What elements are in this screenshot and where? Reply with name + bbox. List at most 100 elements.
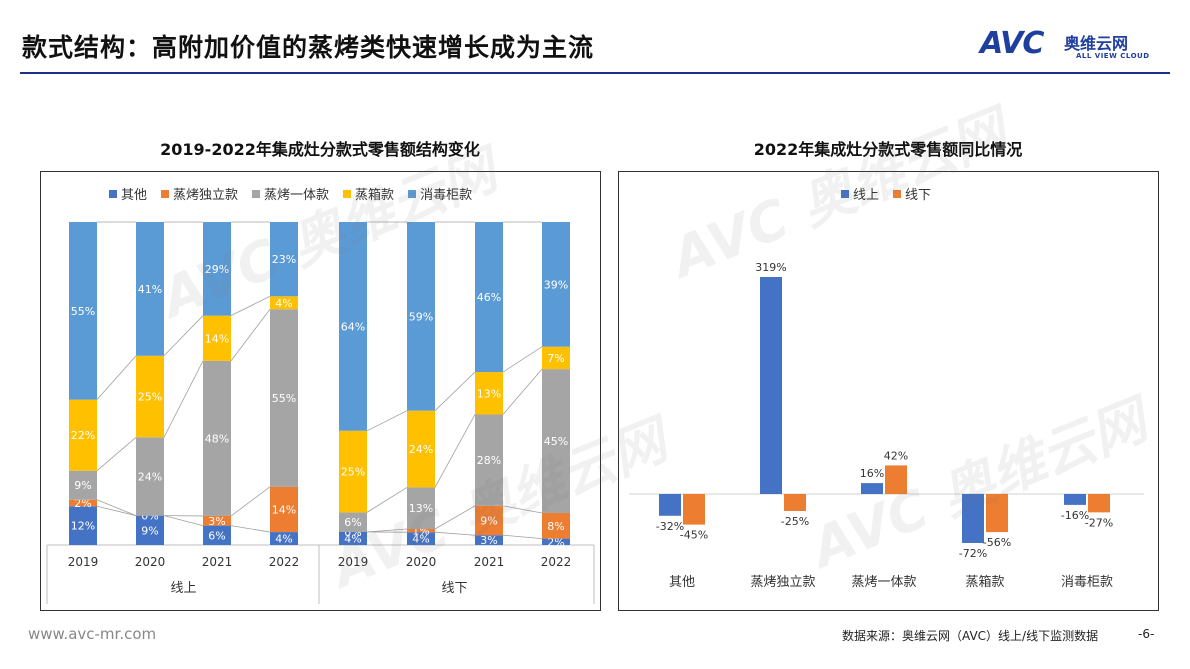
left-legend-item: 蒸箱款 — [343, 184, 394, 203]
stack-segment — [136, 515, 164, 545]
bar — [1064, 494, 1086, 505]
data-label: 46% — [477, 291, 501, 304]
x-tick-label: 蒸箱款 — [965, 574, 1004, 590]
data-label: -72% — [959, 547, 987, 560]
legend-swatch — [408, 189, 417, 198]
left-chart-panel: 其他 蒸烤独立款 蒸烤一体款 蒸箱款 消毒柜款 12% 2% 9% 22% 55% 2019 9% 0… — [40, 171, 601, 611]
data-label: 3% — [480, 534, 497, 547]
x-tick-label: 消毒柜款 — [1061, 575, 1113, 590]
data-label: -45% — [680, 529, 708, 542]
data-label: 42% — [884, 449, 908, 462]
stack-segment — [270, 222, 298, 297]
stack-segment — [542, 538, 570, 545]
legend-label: 蒸箱款 — [355, 188, 395, 203]
stack-segment — [475, 414, 503, 506]
data-label: 9% — [74, 479, 91, 492]
connector-line — [366, 410, 408, 432]
x-tick-label: 2022 — [269, 555, 300, 569]
data-label: 41% — [138, 283, 162, 296]
data-label: 24% — [409, 443, 433, 456]
left-chart-svg: 12%2%9%22%55%20199%0%24%25%41%20206%3%48… — [46, 221, 595, 604]
legend-label: 蒸烤一体款 — [264, 188, 330, 203]
title-rule — [20, 72, 1170, 74]
bar — [760, 277, 782, 494]
stack-segment — [136, 355, 164, 438]
data-label: 9% — [480, 515, 497, 528]
x-tick-label: 蒸烤独立款 — [750, 575, 815, 590]
x-tick-label: 2020 — [406, 555, 437, 569]
stack-segment — [542, 222, 570, 347]
connector-line — [163, 360, 204, 438]
right-legend-item: 线下 — [893, 184, 931, 203]
legend-label: 线上 — [853, 188, 880, 203]
stack-segment — [136, 222, 164, 356]
bar — [1088, 494, 1110, 513]
connector-line — [230, 295, 271, 317]
stack-segment — [339, 512, 367, 532]
connector-line — [502, 534, 543, 540]
bar — [683, 494, 705, 525]
connector-line — [502, 505, 543, 514]
stack-segment — [407, 410, 435, 488]
data-label: -25% — [781, 515, 809, 528]
stack-segment — [475, 372, 503, 415]
data-label: 13% — [477, 387, 501, 400]
connector-line — [502, 368, 543, 415]
data-label: 8% — [547, 520, 564, 533]
stack-segment — [542, 513, 570, 539]
x-tick-label: 2019 — [338, 555, 369, 569]
data-label: 24% — [138, 470, 162, 483]
stack-segment — [542, 346, 570, 370]
connector-line — [96, 499, 137, 517]
logo-mark: AVC — [980, 26, 1044, 61]
stack-segment — [69, 222, 97, 400]
stack-segment — [270, 296, 298, 310]
connector-line — [366, 487, 408, 513]
legend-label: 消毒柜款 — [420, 188, 473, 203]
data-label: 55% — [71, 305, 95, 318]
data-label: 13% — [409, 502, 433, 515]
connector-line — [434, 531, 476, 536]
legend-swatch — [161, 189, 170, 198]
bar — [986, 494, 1008, 533]
data-label: -56% — [983, 536, 1011, 549]
stack-segment — [203, 315, 231, 361]
data-label: -32% — [656, 520, 684, 533]
legend-swatch — [252, 189, 261, 198]
bar — [885, 465, 907, 494]
connector-line — [163, 515, 204, 527]
data-label: 3% — [208, 515, 225, 528]
left-legend-item: 蒸烤一体款 — [252, 184, 329, 203]
data-label: 6% — [208, 529, 225, 542]
x-tick-label: 2021 — [474, 555, 505, 569]
stack-segment — [407, 529, 435, 533]
left-legend-item: 消毒柜款 — [408, 184, 472, 203]
data-label: 4% — [275, 533, 292, 546]
data-label: 4% — [344, 532, 361, 545]
connector-line — [96, 505, 137, 517]
bar — [784, 494, 806, 512]
legend-swatch — [109, 189, 117, 198]
data-label: 64% — [341, 320, 365, 333]
left-chart-title: 2019-2022年集成灶分款式零售额结构变化 — [160, 140, 480, 159]
data-label: 14% — [205, 332, 229, 345]
data-label: 16% — [860, 467, 884, 480]
right-chart-title: 2022年集成灶分款式零售额同比情况 — [753, 140, 1023, 159]
stack-segment — [407, 222, 435, 411]
data-label: -27% — [1085, 516, 1113, 529]
connector-line — [230, 308, 271, 362]
stack-segment — [407, 532, 435, 545]
legend-label: 线下 — [905, 188, 932, 203]
stack-segment — [203, 222, 231, 316]
left-legend-item: 蒸烤独立款 — [161, 184, 238, 203]
connector-line — [230, 525, 271, 533]
data-label: 4% — [275, 297, 292, 310]
group-label: 线上 — [170, 581, 196, 596]
data-label: 7% — [547, 352, 564, 365]
legend-label: 其他 — [121, 188, 148, 203]
x-tick-label: 其他 — [669, 575, 695, 590]
data-label: 9% — [141, 524, 158, 537]
bar — [861, 483, 883, 494]
logo-en: ALL VIEW CLOUD — [1076, 52, 1150, 60]
